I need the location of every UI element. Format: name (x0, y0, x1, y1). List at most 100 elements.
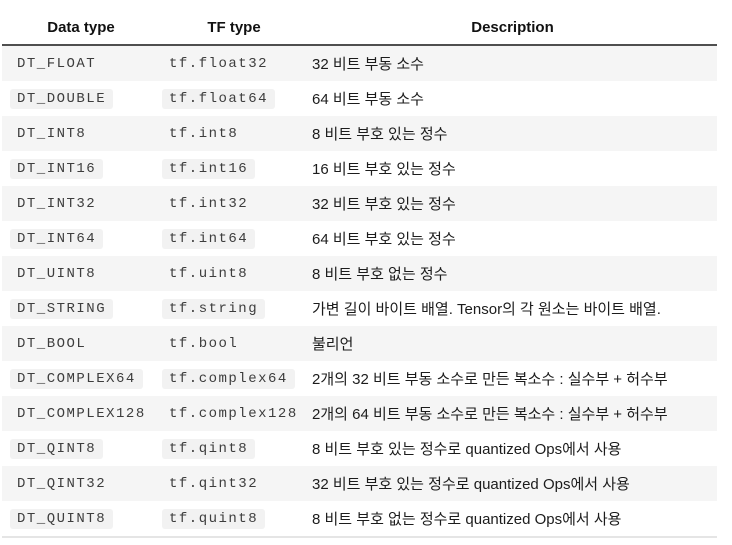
tf-type-code: tf.int64 (162, 228, 256, 249)
description-cell: 64 비트 부호 있는 정수 (308, 228, 717, 249)
tf-type-code: tf.complex128 (169, 405, 298, 422)
description-cell: 32 비트 부호 있는 정수로 quantized Ops에서 사용 (308, 473, 717, 494)
tf-type-code: tf.float64 (162, 88, 276, 109)
tf-type-code: tf.complex64 (162, 368, 295, 389)
column-header-data-type: Data type (47, 18, 115, 36)
description-cell: 32 비트 부동 소수 (308, 53, 717, 74)
tf-type-cell: tf.float32 (160, 54, 308, 74)
data-type-code: DT_QINT32 (17, 475, 107, 492)
table-row: DT_INT32 tf.int32 32 비트 부호 있는 정수 (2, 186, 717, 221)
description-text: 32 비트 부호 있는 정수로 quantized Ops에서 사용 (312, 476, 630, 493)
data-type-code: DT_COMPLEX64 (10, 368, 143, 389)
description-cell: 8 비트 부호 있는 정수 (308, 123, 717, 144)
tf-type-cell: tf.int32 (160, 194, 308, 214)
data-type-cell: DT_INT64 (2, 228, 160, 249)
table-row: DT_QINT32 tf.qint32 32 비트 부호 있는 정수로 quan… (2, 466, 717, 501)
table-row: DT_UINT8 tf.uint8 8 비트 부호 없는 정수 (2, 256, 717, 291)
data-type-cell: DT_UINT8 (2, 264, 160, 284)
tf-type-cell: tf.string (160, 298, 308, 319)
tf-type-cell: tf.complex128 (160, 404, 308, 424)
table-row: DT_QINT8 tf.qint8 8 비트 부호 있는 정수로 quantiz… (2, 431, 717, 466)
tf-type-code: tf.int16 (162, 158, 256, 179)
data-type-cell: DT_QUINT8 (2, 508, 160, 529)
description-text: 8 비트 부호 없는 정수로 quantized Ops에서 사용 (312, 511, 622, 528)
description-cell: 2개의 64 비트 부동 소수로 만든 복소수 : 실수부 + 허수부 (308, 403, 717, 424)
description-cell: 8 비트 부호 없는 정수 (308, 263, 717, 284)
data-type-code: DT_INT32 (17, 195, 97, 212)
tf-type-cell: tf.quint8 (160, 508, 308, 529)
tf-type-code: tf.bool (169, 335, 239, 352)
tf-type-code: tf.qint8 (162, 438, 256, 459)
description-text: 8 비트 부호 있는 정수로 quantized Ops에서 사용 (312, 441, 622, 458)
tf-type-code: tf.float32 (169, 55, 269, 72)
tf-type-cell: tf.complex64 (160, 368, 308, 389)
description-text: 불리언 (312, 336, 354, 353)
data-type-code: DT_UINT8 (17, 265, 97, 282)
data-type-code: DT_INT8 (17, 125, 87, 142)
description-cell: 8 비트 부호 없는 정수로 quantized Ops에서 사용 (308, 508, 717, 529)
data-type-cell: DT_COMPLEX64 (2, 368, 160, 389)
tf-type-cell: tf.bool (160, 334, 308, 354)
data-type-cell: DT_INT8 (2, 124, 160, 144)
description-text: 64 비트 부호 있는 정수 (312, 231, 456, 248)
description-cell: 가변 길이 바이트 배열. Tensor의 각 원소는 바이트 배열. (308, 298, 717, 319)
description-cell: 64 비트 부동 소수 (308, 88, 717, 109)
tf-type-code: tf.string (162, 298, 266, 319)
tf-type-code: tf.qint32 (169, 475, 259, 492)
description-text: 가변 길이 바이트 배열. Tensor의 각 원소는 바이트 배열. (312, 301, 661, 318)
column-header-description: Description (471, 18, 554, 36)
data-type-cell: DT_QINT8 (2, 438, 160, 459)
data-type-code: DT_STRING (10, 298, 114, 319)
table-row: DT_INT8 tf.int8 8 비트 부호 있는 정수 (2, 116, 717, 151)
tf-datatypes-table: Data type TF type Description DT_FLOAT t… (2, 10, 717, 538)
data-type-cell: DT_INT16 (2, 158, 160, 179)
tf-type-code: tf.quint8 (162, 508, 266, 529)
column-header-tf-type: TF type (207, 18, 261, 36)
tf-type-code: tf.uint8 (169, 265, 249, 282)
data-type-code: DT_QINT8 (10, 438, 104, 459)
table-row: DT_FLOAT tf.float32 32 비트 부동 소수 (2, 46, 717, 81)
description-text: 32 비트 부동 소수 (312, 56, 424, 73)
description-cell: 16 비트 부호 있는 정수 (308, 158, 717, 179)
data-type-code: DT_INT16 (10, 158, 104, 179)
table-header-row: Data type TF type Description (2, 10, 717, 46)
tf-type-cell: tf.qint8 (160, 438, 308, 459)
data-type-code: DT_FLOAT (17, 55, 97, 72)
description-text: 64 비트 부동 소수 (312, 91, 424, 108)
data-type-cell: DT_STRING (2, 298, 160, 319)
description-cell: 2개의 32 비트 부동 소수로 만든 복소수 : 실수부 + 허수부 (308, 368, 717, 389)
tf-type-code: tf.int8 (169, 125, 239, 142)
data-type-cell: DT_DOUBLE (2, 88, 160, 109)
data-type-code: DT_DOUBLE (10, 88, 114, 109)
data-type-code: DT_BOOL (17, 335, 87, 352)
description-text: 32 비트 부호 있는 정수 (312, 196, 456, 213)
table-row: DT_INT16 tf.int16 16 비트 부호 있는 정수 (2, 151, 717, 186)
tf-type-cell: tf.int64 (160, 228, 308, 249)
description-text: 2개의 32 비트 부동 소수로 만든 복소수 : 실수부 + 허수부 (312, 371, 668, 388)
data-type-cell: DT_COMPLEX128 (2, 404, 160, 424)
table-row: DT_COMPLEX64 tf.complex64 2개의 32 비트 부동 소… (2, 361, 717, 396)
description-cell: 8 비트 부호 있는 정수로 quantized Ops에서 사용 (308, 438, 717, 459)
description-text: 16 비트 부호 있는 정수 (312, 161, 456, 178)
tf-type-cell: tf.qint32 (160, 474, 308, 494)
data-type-cell: DT_FLOAT (2, 54, 160, 74)
data-type-cell: DT_BOOL (2, 334, 160, 354)
table-row: DT_STRING tf.string 가변 길이 바이트 배열. Tensor… (2, 291, 717, 326)
tf-type-cell: tf.uint8 (160, 264, 308, 284)
table-row: DT_INT64 tf.int64 64 비트 부호 있는 정수 (2, 221, 717, 256)
table-row: DT_BOOL tf.bool 불리언 (2, 326, 717, 361)
description-text: 2개의 64 비트 부동 소수로 만든 복소수 : 실수부 + 허수부 (312, 406, 668, 423)
description-cell: 불리언 (308, 333, 717, 354)
tf-type-cell: tf.int16 (160, 158, 308, 179)
description-text: 8 비트 부호 없는 정수 (312, 266, 448, 283)
description-text: 8 비트 부호 있는 정수 (312, 126, 448, 143)
table-row: DT_COMPLEX128 tf.complex128 2개의 64 비트 부동… (2, 396, 717, 431)
data-type-cell: DT_INT32 (2, 194, 160, 214)
table-row: DT_QUINT8 tf.quint8 8 비트 부호 없는 정수로 quant… (2, 501, 717, 536)
description-cell: 32 비트 부호 있는 정수 (308, 193, 717, 214)
data-type-cell: DT_QINT32 (2, 474, 160, 494)
tf-type-code: tf.int32 (169, 195, 249, 212)
table-row: DT_DOUBLE tf.float64 64 비트 부동 소수 (2, 81, 717, 116)
tf-type-cell: tf.float64 (160, 88, 308, 109)
